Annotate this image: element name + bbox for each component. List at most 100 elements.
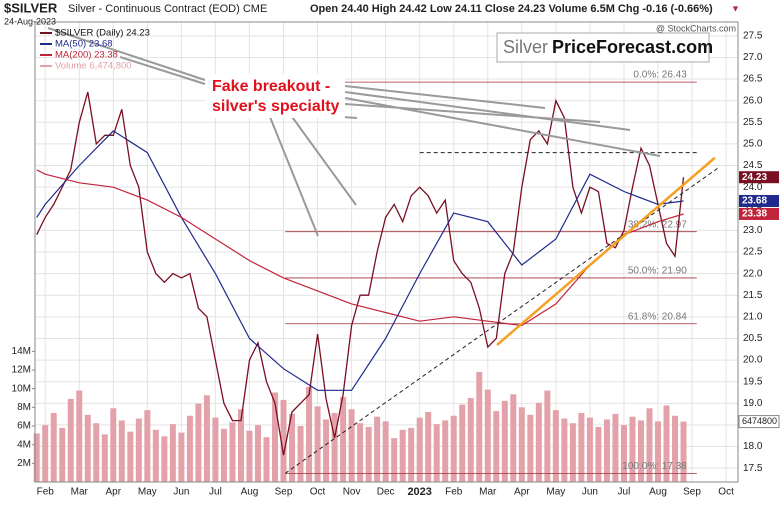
volume-bar	[289, 413, 296, 482]
volume-bar	[340, 397, 347, 482]
volume-bar	[110, 408, 117, 482]
fib-layer: 0.0%: 26.43 38.2%: 22.97 50.0%: 21.90 61.8%…	[285, 70, 697, 474]
volume-bar	[76, 390, 83, 482]
volume-bar	[578, 412, 585, 482]
volume-bar	[374, 416, 381, 482]
y-tick-label: 17.5	[743, 463, 763, 474]
y2-tick-label: 6M	[17, 421, 31, 432]
arrow	[47, 27, 206, 85]
x-tick-label: May	[546, 487, 565, 498]
y-tick-label: 23.0	[743, 225, 763, 236]
annotation-box	[205, 74, 345, 118]
logo-left: Silver	[503, 37, 548, 57]
volume-bar	[169, 424, 176, 482]
volume-bar	[331, 412, 338, 482]
volume-bar	[59, 427, 66, 482]
volume-bar	[544, 390, 551, 482]
fib-label: 50.0%: 21.90	[628, 266, 687, 277]
volume-bar	[297, 426, 304, 482]
volume-bar	[629, 416, 636, 482]
volume-bar	[314, 406, 321, 482]
volume-bar	[127, 431, 134, 482]
volume-bar	[203, 395, 210, 482]
volume-bar	[365, 426, 372, 482]
fib-label: 38.2%: 22.97	[628, 219, 687, 230]
y-tick-label: 25.5	[743, 117, 763, 128]
arrow	[344, 85, 661, 157]
volume-bar	[620, 425, 627, 482]
volume-bar	[263, 437, 270, 482]
volume-bar	[484, 389, 491, 482]
volume-bar	[348, 409, 355, 482]
volume-bar	[67, 398, 74, 482]
volume-bar	[408, 427, 415, 482]
volume-bar	[399, 429, 406, 482]
y-tick-label: 20.5	[743, 333, 763, 344]
volume-bar	[50, 412, 57, 482]
volume-bar	[382, 421, 389, 482]
series-line	[36, 169, 684, 327]
x-tick-label: Jun	[582, 487, 598, 498]
volume-bar	[637, 420, 644, 482]
volume-bar	[144, 410, 151, 482]
volume-bar	[476, 371, 483, 482]
volume-bar	[280, 399, 287, 482]
y-tick-label: 19.0	[743, 398, 763, 409]
x-tick-label: Sep	[683, 487, 701, 498]
volume-bar	[93, 423, 100, 482]
legend-label: MA(200) 23.38	[55, 50, 118, 61]
volume-bar	[416, 417, 423, 482]
y-tick-label: 26.0	[743, 95, 763, 106]
volume-bar	[357, 423, 364, 482]
volume-bar	[603, 419, 610, 482]
y-tick-label: 25.0	[743, 139, 763, 150]
volume-bar	[493, 411, 500, 482]
chg-arrow: ▼	[731, 3, 740, 13]
volume-bar	[135, 418, 142, 482]
end-label: 6474800	[742, 416, 777, 426]
volume-bar	[84, 414, 91, 482]
x-tick-label: 2023	[407, 486, 431, 498]
end-label-box	[739, 207, 779, 220]
x-tick-label: Aug	[241, 487, 259, 498]
y-tick-label: 20.0	[743, 355, 763, 366]
annotation: Fake breakout -	[212, 78, 330, 95]
legend-label: $SILVER (Daily) 24.23	[55, 28, 150, 39]
plot-frame	[34, 21, 739, 483]
volume-bar	[654, 421, 661, 482]
x-tick-label: Mar	[71, 487, 89, 498]
volume-bar	[152, 429, 159, 482]
x-tick-label: Oct	[310, 487, 326, 498]
volume-bar	[212, 417, 219, 482]
x-tick-label: Apr	[106, 487, 122, 498]
end-label-box	[739, 194, 779, 207]
fib-label: 100.0%: 17.38	[622, 461, 687, 472]
volume-bar	[118, 420, 125, 482]
legend-label: Volume 6,474,800	[55, 61, 132, 72]
volume-bar	[535, 402, 542, 482]
volume-layer	[33, 371, 687, 482]
x-tick-label: Oct	[718, 487, 734, 498]
volume-bar	[425, 412, 432, 482]
volume-bar	[237, 409, 244, 482]
volume-bar	[391, 438, 398, 482]
y2-tick-label: 4M	[17, 439, 31, 450]
annotation: silver's specialty	[212, 98, 340, 115]
x-tick-label: Apr	[514, 487, 530, 498]
trendline	[284, 167, 719, 474]
volume-bar	[442, 420, 449, 482]
volume-bar	[569, 423, 576, 482]
end-label: 24.23	[742, 172, 767, 183]
ohlc: Open 24.40 High 24.42 Low 24.11 Close 24…	[310, 3, 713, 15]
logo-box	[496, 32, 710, 63]
y2-tick-label: 14M	[12, 346, 31, 357]
y-tick-label: 22.5	[743, 247, 763, 258]
y2-tick-label: 10M	[12, 383, 31, 394]
volume-bar	[467, 398, 474, 482]
end-label-box	[739, 171, 779, 184]
volume-bar	[229, 422, 236, 482]
volume-bar	[306, 386, 313, 482]
y-tick-label: 22.0	[743, 268, 763, 279]
volume-bar	[246, 430, 253, 482]
volume-bar	[561, 418, 568, 482]
